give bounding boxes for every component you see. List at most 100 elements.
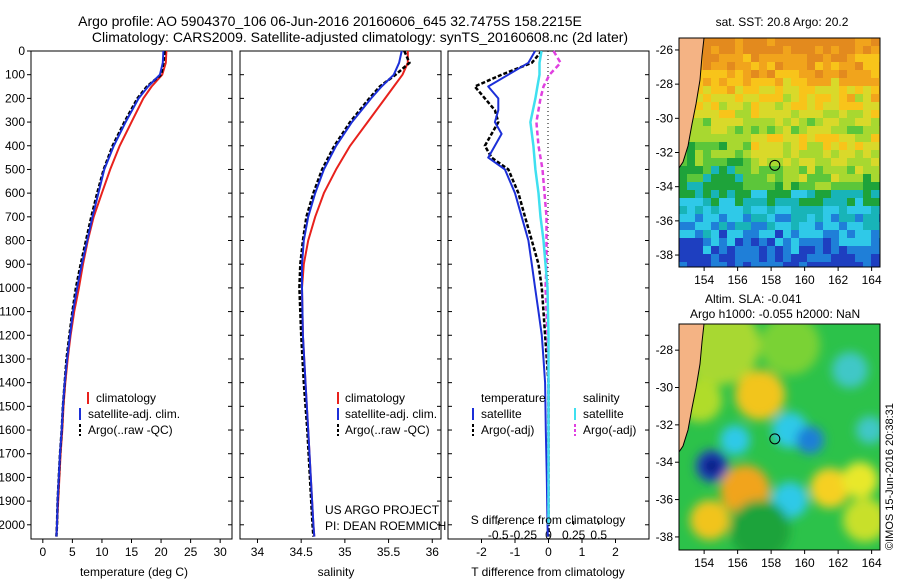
- sst-cell: [703, 134, 711, 142]
- sst-cell: [799, 158, 807, 166]
- sst-cell: [799, 126, 807, 134]
- sst-cell: [743, 46, 751, 54]
- sst-cell: [863, 142, 871, 150]
- sst-cell: [783, 102, 791, 110]
- sst-cell: [831, 94, 839, 102]
- sst-map-land: [679, 38, 705, 169]
- sst-cell: [775, 198, 783, 206]
- sst-cell: [695, 118, 703, 126]
- depth-tick-label: 1900: [0, 494, 25, 508]
- sst-cell: [703, 102, 711, 110]
- sst-cell: [823, 94, 831, 102]
- sst-cell: [751, 262, 759, 267]
- sst-cell: [839, 238, 847, 246]
- sst-cell: [855, 214, 863, 222]
- sst-cell: [807, 238, 815, 246]
- sst-cell: [751, 214, 759, 222]
- depth-tick-label: 600: [5, 186, 25, 200]
- sst-cell: [831, 62, 839, 70]
- sst-cell: [751, 190, 759, 198]
- sst-cell: [799, 262, 807, 267]
- sst-cell: [719, 70, 727, 78]
- sst-cell: [863, 54, 871, 62]
- sst-cell: [687, 150, 695, 158]
- sla-float-marker: [769, 433, 781, 445]
- depth-tick-label: 1600: [0, 423, 25, 437]
- sst-cell: [703, 222, 711, 230]
- sst-cell: [703, 150, 711, 158]
- sst-cell: [839, 166, 847, 174]
- salinity-tick-label: 35.5: [377, 545, 401, 559]
- map-x-tick-label: 158: [761, 556, 781, 570]
- sst-cell: [751, 230, 759, 238]
- sst-cell: [727, 46, 735, 54]
- sst-cell: [703, 262, 711, 267]
- sst-cell: [863, 150, 871, 158]
- sla-map-title-line1: Altim. SLA: -0.041: [705, 292, 802, 306]
- sst-cell: [727, 246, 735, 254]
- salinity-tick-label: 36: [426, 545, 440, 559]
- sst-cell: [775, 118, 783, 126]
- sst-cell: [815, 174, 823, 182]
- sst-cell: [775, 230, 783, 238]
- sst-cell: [719, 206, 727, 214]
- sst-cell: [695, 166, 703, 174]
- sst-cell: [775, 150, 783, 158]
- map-x-tick-label: 162: [828, 273, 848, 287]
- sst-cell: [807, 166, 815, 174]
- sst-cell: [855, 222, 863, 230]
- sst-cell: [727, 238, 735, 246]
- sst-cell: [775, 94, 783, 102]
- sst-cell: [831, 238, 839, 246]
- sst-cell: [823, 46, 831, 54]
- sst-cell: [727, 190, 735, 198]
- t-difference-tick-label: 1: [579, 545, 586, 559]
- sst-cell: [863, 158, 871, 166]
- sst-cell: [807, 118, 815, 126]
- sst-cell: [839, 246, 847, 254]
- sst-cell: [727, 78, 735, 86]
- sst-cell: [783, 182, 791, 190]
- sst-cell: [703, 86, 711, 94]
- sst-cell: [783, 174, 791, 182]
- map-x-tick-label: 160: [795, 556, 815, 570]
- sst-cell: [847, 38, 855, 46]
- sst-cell: [679, 190, 687, 198]
- sst-cell: [727, 166, 735, 174]
- sst-cell: [735, 222, 743, 230]
- sst-cell: [815, 94, 823, 102]
- depth-tick-label: 1000: [0, 281, 25, 295]
- sst-cell: [775, 78, 783, 86]
- map-y-tick-label: -28: [656, 343, 674, 357]
- sla-blob: [720, 425, 750, 455]
- sst-cell: [775, 110, 783, 118]
- sst-cell: [767, 246, 775, 254]
- sst-cell: [799, 134, 807, 142]
- sst-cell: [783, 78, 791, 86]
- sst-cell: [767, 86, 775, 94]
- sst-cell: [807, 198, 815, 206]
- sst-cell: [839, 62, 847, 70]
- sst-cell: [799, 230, 807, 238]
- sst-cell: [751, 46, 759, 54]
- map-y-tick-label: -38: [656, 530, 674, 544]
- sst-cell: [735, 102, 743, 110]
- sst-cell: [863, 238, 871, 246]
- sst-cell: [767, 94, 775, 102]
- sst-cell: [807, 142, 815, 150]
- sst-cell: [783, 238, 791, 246]
- sst-cell: [855, 62, 863, 70]
- legend-label-satellite: satellite-adj. clim.: [88, 407, 180, 421]
- sst-cell: [855, 110, 863, 118]
- sst-cell: [695, 158, 703, 166]
- sst-cell: [751, 86, 759, 94]
- sst-cell: [807, 254, 815, 262]
- sst-cell: [711, 142, 719, 150]
- sst-cell: [823, 238, 831, 246]
- sst-cell: [783, 158, 791, 166]
- sst-cell: [759, 198, 767, 206]
- sst-cell: [703, 94, 711, 102]
- sst-cell: [743, 110, 751, 118]
- sst-cell: [759, 190, 767, 198]
- sst-cell: [847, 86, 855, 94]
